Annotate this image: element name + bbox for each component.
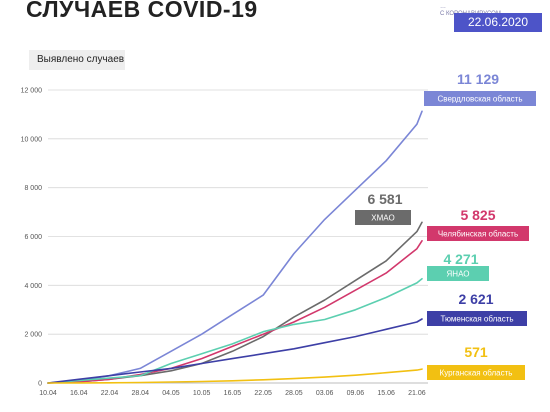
x-tick-label: 03.06 <box>316 390 334 397</box>
y-tick-label: 6 000 <box>24 234 42 241</box>
x-tick-label: 16.05 <box>224 390 242 397</box>
date-badge: 22.06.2020 <box>454 13 542 32</box>
series-name-sverdlovsk: Свердловская область <box>438 95 523 104</box>
y-tick-label: 10 000 <box>21 136 43 143</box>
value-label-yanao: 4 271 <box>443 251 478 267</box>
series-tag-hmao <box>355 210 411 225</box>
value-label-chelyabinsk: 5 825 <box>460 207 495 223</box>
source-note-line1: … <box>440 4 446 10</box>
series-tag-chelyabinsk <box>427 226 529 241</box>
series-tag-yanao <box>427 266 489 281</box>
x-tick-label: 10.05 <box>193 390 211 397</box>
series-name-yanao: ЯНАО <box>447 270 470 279</box>
y-tick-label: 0 <box>38 381 42 388</box>
x-tick-label: 10.04 <box>39 390 57 397</box>
series-name-tyumen: Тюменская область <box>440 315 513 324</box>
value-label-sverdlovsk: 11 129 <box>457 71 499 87</box>
x-tick-label: 15.06 <box>377 390 395 397</box>
y-tick-label: 8 000 <box>24 185 42 192</box>
series-line-yanao <box>47 277 423 384</box>
series-line-kurgan <box>47 368 423 384</box>
x-tick-label: 22.05 <box>254 390 272 397</box>
series-name-kurgan: Курганская область <box>440 369 513 378</box>
series-name-chelyabinsk: Челябинская область <box>438 230 518 239</box>
value-label-tyumen: 2 621 <box>458 291 493 307</box>
x-tick-label: 22.04 <box>101 390 119 397</box>
x-tick-label: 28.05 <box>285 390 303 397</box>
series-tag-kurgan <box>427 365 525 380</box>
series-tag-sverdlovsk <box>424 91 536 106</box>
value-label-hmao: 6 581 <box>367 191 402 207</box>
value-label-kurgan: 571 <box>464 344 488 360</box>
x-tick-label: 04.05 <box>162 390 180 397</box>
series-name-hmao: ХМАО <box>371 214 394 223</box>
x-tick-label: 09.06 <box>347 390 365 397</box>
y-axis-label: Выявлено случаев <box>29 50 125 70</box>
series-line-chelyabinsk <box>47 240 423 384</box>
y-tick-label: 4 000 <box>24 283 42 290</box>
page-title: СЛУЧАЕВ COVID-19 <box>26 0 258 22</box>
x-tick-label: 16.04 <box>70 390 88 397</box>
y-tick-label: 12 000 <box>21 88 43 95</box>
series-line-tyumen <box>47 318 423 384</box>
series-tag-tyumen <box>427 311 527 326</box>
y-tick-label: 2 000 <box>24 332 42 339</box>
x-tick-label: 21.06 <box>408 390 426 397</box>
x-tick-label: 28.04 <box>131 390 149 397</box>
